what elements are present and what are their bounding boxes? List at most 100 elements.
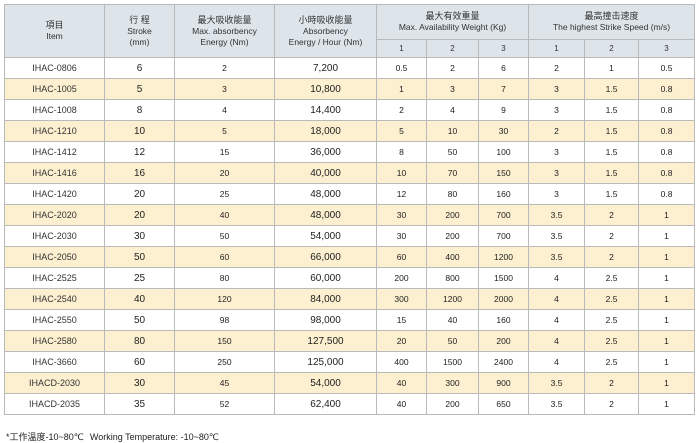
table-row: IHAC-3660 60 250 125,000 400 1500 2400 4 2.5 1: [4, 351, 696, 373]
cell-speed-1: 3: [528, 141, 586, 163]
cell-weight-2: 50: [426, 330, 479, 352]
cell-weight-1: 400: [376, 351, 427, 373]
cell-weight-3: 150: [477, 162, 530, 184]
cell-weight-1: 200: [376, 267, 427, 289]
subheader-weight-2: 2: [426, 39, 479, 58]
cell-weight-1: 60: [376, 246, 427, 268]
cell-weight-1: 8: [376, 141, 427, 163]
cell-model: IHAC-1416: [4, 162, 105, 184]
cell-speed-1: 3.5: [528, 393, 586, 415]
subheader-weight-3: 3: [477, 39, 530, 58]
cell-speed-3: 0.8: [638, 120, 696, 142]
cell-model: IHAC-2050: [4, 246, 105, 268]
table-row: IHAC-1420 20 25 48,000 12 80 160 3 1.5 0.8: [4, 183, 696, 205]
cell-hour-energy: 54,000: [274, 225, 377, 247]
cell-weight-2: 200: [426, 393, 479, 415]
cell-weight-2: 1200: [426, 288, 479, 310]
cell-hour-energy: 7,200: [274, 57, 377, 79]
cell-hour-energy: 18,000: [274, 120, 377, 142]
cell-speed-2: 1.5: [584, 183, 640, 205]
cell-speed-2: 2: [584, 372, 640, 394]
cell-hour-energy: 66,000: [274, 246, 377, 268]
footnote-zh: *工作溫度-10~80℃: [6, 432, 84, 442]
cell-weight-1: 20: [376, 330, 427, 352]
cell-speed-3: 0.8: [638, 162, 696, 184]
cell-hour-energy: 98,000: [274, 309, 377, 331]
cell-max-energy: 52: [174, 393, 275, 415]
cell-speed-3: 0.8: [638, 141, 696, 163]
table-row: IHAC-1416 16 20 40,000 10 70 150 3 1.5 0.8: [4, 162, 696, 184]
cell-hour-energy: 84,000: [274, 288, 377, 310]
cell-speed-1: 4: [528, 330, 586, 352]
cell-stroke: 12: [104, 141, 175, 163]
cell-hour-energy: 14,400: [274, 99, 377, 121]
cell-weight-2: 200: [426, 225, 479, 247]
footnote-en: Working Temperature: -10~80℃: [89, 432, 219, 442]
cell-speed-2: 2: [584, 225, 640, 247]
cell-max-energy: 60: [174, 246, 275, 268]
cell-model: IHAC-2525: [4, 267, 105, 289]
cell-speed-3: 1: [638, 393, 696, 415]
cell-max-energy: 2: [174, 57, 275, 79]
cell-speed-1: 3: [528, 78, 586, 100]
cell-stroke: 50: [104, 246, 175, 268]
cell-weight-3: 6: [477, 57, 530, 79]
cell-weight-1: 15: [376, 309, 427, 331]
cell-weight-2: 200: [426, 204, 479, 226]
cell-stroke: 6: [104, 57, 175, 79]
cell-speed-1: 4: [528, 351, 586, 373]
cell-model: IHACD-2030: [4, 372, 105, 394]
cell-hour-energy: 127,500: [274, 330, 377, 352]
cell-speed-1: 4: [528, 309, 586, 331]
table-row: IHAC-2030 30 50 54,000 30 200 700 3.5 2 1: [4, 225, 696, 247]
header-item: 項目 Item: [4, 4, 105, 58]
cell-hour-energy: 125,000: [274, 351, 377, 373]
cell-hour-energy: 48,000: [274, 204, 377, 226]
cell-stroke: 20: [104, 204, 175, 226]
table-row: IHAC-0806 6 2 7,200 0.5 2 6 2 1 0.5: [4, 57, 696, 79]
table-row: IHAC-2580 80 150 127,500 20 50 200 4 2.5 1: [4, 330, 696, 352]
cell-stroke: 30: [104, 372, 175, 394]
cell-hour-energy: 54,000: [274, 372, 377, 394]
header-max-energy: 最大吸收能量 Max. absorbency Energy (Nm): [174, 4, 275, 58]
cell-hour-energy: 36,000: [274, 141, 377, 163]
cell-weight-1: 30: [376, 225, 427, 247]
cell-speed-3: 1: [638, 330, 696, 352]
table-row: IHAC-2050 50 60 66,000 60 400 1200 3.5 2 1: [4, 246, 696, 268]
cell-weight-3: 9: [477, 99, 530, 121]
cell-max-energy: 45: [174, 372, 275, 394]
cell-stroke: 5: [104, 78, 175, 100]
cell-weight-3: 100: [477, 141, 530, 163]
cell-max-energy: 4: [174, 99, 275, 121]
cell-speed-3: 1: [638, 372, 696, 394]
cell-weight-3: 200: [477, 330, 530, 352]
cell-model: IHAC-1008: [4, 99, 105, 121]
cell-speed-3: 1: [638, 246, 696, 268]
cell-weight-1: 2: [376, 99, 427, 121]
cell-stroke: 25: [104, 267, 175, 289]
cell-speed-3: 0.8: [638, 183, 696, 205]
table-row: IHAC-1210 10 5 18,000 5 10 30 2 1.5 0.8: [4, 120, 696, 142]
table-row: IHAC-2540 40 120 84,000 300 1200 2000 4 2.5 1: [4, 288, 696, 310]
cell-max-energy: 50: [174, 225, 275, 247]
cell-hour-energy: 40,000: [274, 162, 377, 184]
cell-weight-2: 300: [426, 372, 479, 394]
cell-model: IHAC-2540: [4, 288, 105, 310]
footnote: *工作溫度-10~80℃ Working Temperature: -10~80℃: [6, 430, 225, 443]
cell-weight-1: 300: [376, 288, 427, 310]
cell-speed-2: 2.5: [584, 351, 640, 373]
cell-max-energy: 15: [174, 141, 275, 163]
cell-weight-2: 40: [426, 309, 479, 331]
cell-weight-1: 1: [376, 78, 427, 100]
cell-speed-1: 3.5: [528, 246, 586, 268]
cell-weight-3: 1500: [477, 267, 530, 289]
cell-speed-3: 0.5: [638, 57, 696, 79]
cell-weight-3: 900: [477, 372, 530, 394]
cell-model: IHAC-0806: [4, 57, 105, 79]
cell-stroke: 35: [104, 393, 175, 415]
cell-weight-3: 700: [477, 204, 530, 226]
cell-max-energy: 40: [174, 204, 275, 226]
cell-speed-3: 0.8: [638, 99, 696, 121]
cell-max-energy: 250: [174, 351, 275, 373]
cell-weight-2: 2: [426, 57, 479, 79]
